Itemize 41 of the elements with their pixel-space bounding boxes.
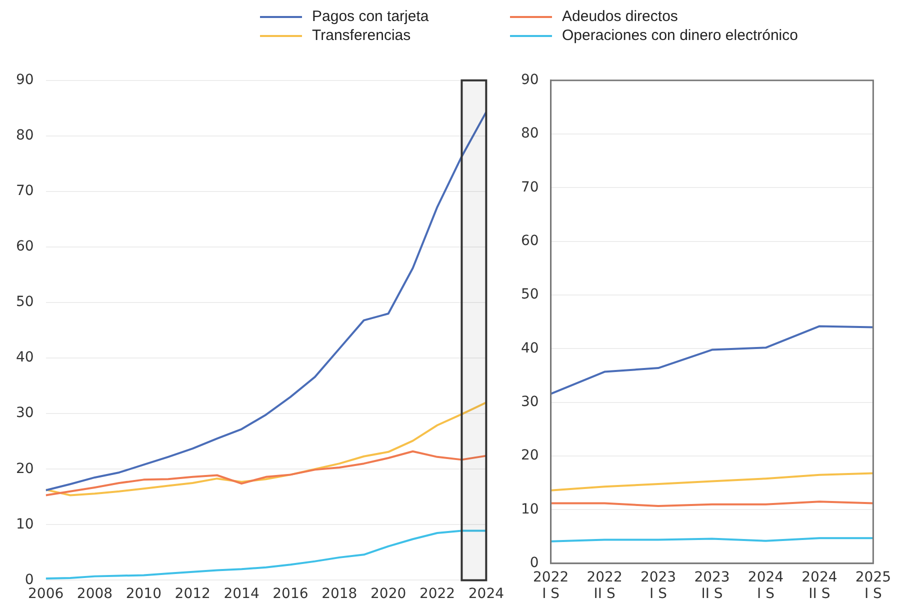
x-tick-label: 2022 [419,586,456,602]
y-tick-label: 40 [520,340,539,356]
y-tick-label: 90 [16,72,34,88]
x-tick-label: 2020 [370,586,406,602]
y-tick-label: 50 [16,294,34,310]
y-tick-label: 70 [16,183,34,200]
x-tick-label: 2014 [224,586,260,602]
x-tick-label: 2023 I S [640,569,676,602]
x-tick-label: 2023 II S [694,569,730,602]
x-tick-label: 2018 [322,586,358,602]
x-tick-label: 2022 I S [532,569,569,602]
x-tick-label: 2024 II S [802,569,838,602]
legend-label: Adeudos directos [562,8,678,25]
y-tick-label: 60 [16,238,34,255]
x-tick-label: 2025 I S [855,569,892,602]
y-tick-label: 20 [520,448,539,464]
y-tick-label: 0 [530,555,539,572]
x-tick-label: 2006 [28,586,64,602]
x-tick-label: 2010 [126,586,162,602]
y-tick-label: 40 [16,350,34,366]
y-tick-label: 80 [520,126,539,142]
x-tick-label: 2008 [76,586,113,602]
y-tick-label: 30 [520,394,539,410]
legend-label: Pagos con tarjeta [312,8,429,25]
y-tick-label: 60 [520,233,539,250]
y-tick-label: 30 [16,405,34,422]
legend-label: Operaciones con dinero electrónico [562,27,798,44]
y-tick-label: 10 [520,501,539,518]
legend-label: Transferencias [312,27,411,44]
y-tick-label: 50 [520,286,539,303]
y-tick-label: 0 [24,572,34,588]
x-tick-label: 2012 [174,586,210,602]
x-tick-label: 2016 [272,586,308,602]
y-tick-label: 80 [16,128,34,144]
y-tick-label: 70 [520,179,539,196]
y-tick-label: 90 [520,72,539,88]
y-tick-label: 10 [16,516,34,532]
x-tick-label: 2024 I S [748,569,784,602]
x-tick-label: 2022 II S [586,569,622,602]
x-tick-label: 2024 [468,586,504,602]
y-tick-label: 20 [16,460,34,477]
